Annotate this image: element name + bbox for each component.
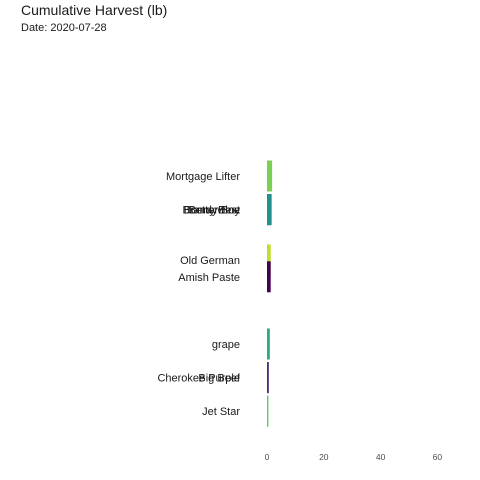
bar-grape	[267, 328, 270, 360]
bar-bonny-best	[267, 194, 272, 226]
category-label: Old German	[180, 255, 240, 267]
bar-big-beef	[267, 362, 269, 394]
chart-subtitle: Date: 2020-07-28	[21, 22, 107, 34]
chart-title: Cumulative Harvest (lb)	[21, 2, 168, 18]
category-label: Big Beef	[198, 373, 241, 385]
x-axis-ticks: 0 20 40 60	[265, 452, 443, 462]
category-labels: Mortgage Lifter Better BoyBrandywineBonny…	[157, 171, 240, 418]
x-tick-label: 0	[265, 452, 270, 462]
bar-old-german	[267, 244, 271, 276]
category-label: Cherokee Purple	[157, 373, 240, 385]
category-label: Brandywine	[183, 205, 240, 217]
category-label: Bonny Best	[184, 205, 240, 217]
category-label: grape	[212, 339, 240, 351]
category-label: Mortgage Lifter	[166, 171, 240, 183]
bar-amish-paste	[267, 261, 271, 293]
x-tick-label: 60	[433, 452, 443, 462]
bar-jet-star	[267, 395, 269, 427]
bars-layer	[267, 160, 273, 427]
category-label: Amish Paste	[178, 272, 240, 284]
bar-mortgage-lifter	[267, 160, 273, 192]
category-label: Jet Star	[202, 406, 240, 418]
x-tick-label: 40	[376, 452, 386, 462]
x-tick-label: 20	[319, 452, 329, 462]
category-label: Better Boy	[189, 205, 241, 217]
